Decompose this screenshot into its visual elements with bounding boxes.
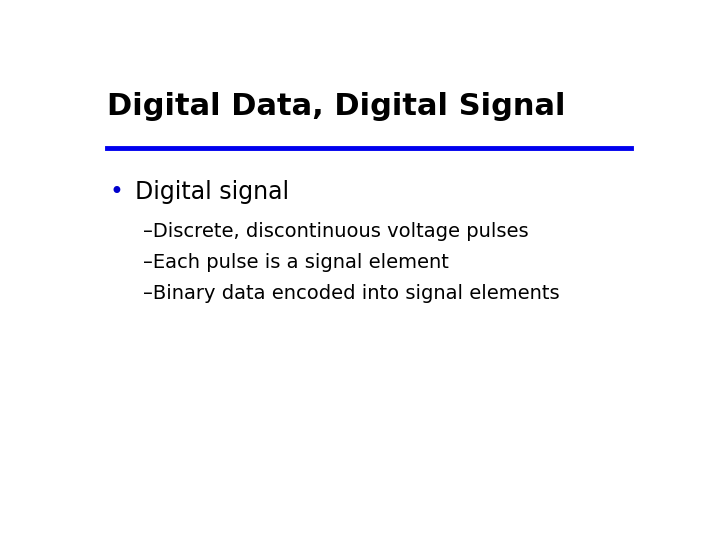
Text: –Binary data encoded into signal elements: –Binary data encoded into signal element…	[143, 284, 559, 303]
Text: Digital Data, Digital Signal: Digital Data, Digital Signal	[107, 92, 565, 121]
Text: –Each pulse is a signal element: –Each pulse is a signal element	[143, 253, 449, 272]
Text: –Discrete, discontinuous voltage pulses: –Discrete, discontinuous voltage pulses	[143, 221, 528, 241]
Text: Digital signal: Digital signal	[135, 180, 289, 204]
Text: •: •	[109, 180, 123, 204]
